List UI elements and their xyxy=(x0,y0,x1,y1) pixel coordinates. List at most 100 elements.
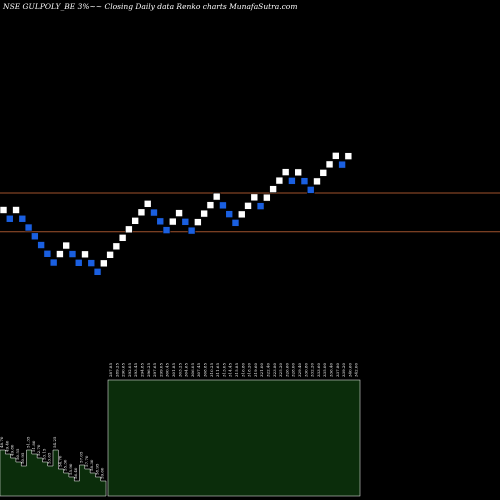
volume-label-right: 296.25 xyxy=(146,363,151,377)
volume-label-left: 48.70 xyxy=(0,436,4,448)
renko-brick-up xyxy=(143,200,152,208)
volume-label-right: 318.20 xyxy=(247,363,252,377)
volume-label-left: 51.35 xyxy=(26,436,31,448)
volume-label-left: 51.80 xyxy=(31,440,36,452)
renko-brick-up xyxy=(344,152,353,160)
volume-label-left: 49.40 xyxy=(4,440,9,452)
volume-label-right: 293.45 xyxy=(133,363,138,377)
renko-brick-down xyxy=(49,258,58,267)
volume-label-left: 53.65 xyxy=(47,452,52,464)
volume-label-left: 57.70 xyxy=(84,455,89,467)
renko-brick-down xyxy=(87,259,96,267)
renko-brick-down xyxy=(187,226,196,235)
volume-label-right: 307.45 xyxy=(196,363,201,377)
renko-brick-up xyxy=(100,259,108,268)
renko-brick-down xyxy=(219,201,227,210)
volume-label-left: 58.95 xyxy=(94,463,99,475)
volume-label-left: 49.80 xyxy=(10,444,15,456)
renko-brick-up xyxy=(118,234,127,242)
renko-brick-up xyxy=(81,250,89,259)
renko-brick-up xyxy=(0,206,8,214)
volume-label-right: 325.20 xyxy=(278,363,283,377)
volume-label-left: 52.70 xyxy=(36,444,41,456)
renko-brick-up xyxy=(250,193,259,202)
renko-brick-down xyxy=(306,186,315,194)
volume-label-right: 332.20 xyxy=(310,363,315,377)
volume-label-left: 58.30 xyxy=(89,459,94,471)
renko-brick-up xyxy=(206,201,215,209)
volume-label-right: 289.25 xyxy=(114,363,119,377)
volume-label-right: 315.85 xyxy=(234,363,239,377)
renko-brick-down xyxy=(162,226,171,234)
volume-label-right: 299.05 xyxy=(158,363,163,377)
renko-brick-down xyxy=(256,202,265,210)
volume-label-right: 342.00 xyxy=(354,363,359,377)
volume-label-left: 54.70 xyxy=(57,455,62,467)
renko-brick-up xyxy=(12,206,20,214)
renko-brick-down xyxy=(150,208,158,217)
renko-brick-up xyxy=(168,217,177,226)
volume-label-right: 335.00 xyxy=(322,363,327,377)
volume-label-right: 340.60 xyxy=(347,363,352,377)
renko-brick-up xyxy=(325,160,334,169)
renko-brick-down xyxy=(231,219,240,227)
volume-label-right: 304.65 xyxy=(184,363,189,377)
renko-bricks xyxy=(0,152,353,276)
volume-label-right: 311.65 xyxy=(215,363,220,377)
volume-label-right: 313.05 xyxy=(221,363,226,377)
reference-lines xyxy=(0,192,500,233)
volume-area-right xyxy=(107,379,361,497)
volume-label-right: 301.85 xyxy=(171,363,176,377)
volume-label-left: 57.05 xyxy=(79,451,84,463)
renko-brick-down xyxy=(156,217,165,226)
renko-brick-down xyxy=(93,268,102,276)
volume-label-right: 336.40 xyxy=(329,363,334,377)
renko-brick-up xyxy=(131,217,139,225)
renko-brick-up xyxy=(244,202,252,210)
renko-brick-down xyxy=(225,210,234,218)
volume-label-right: 323.80 xyxy=(272,363,277,377)
renko-brick-up xyxy=(125,225,133,234)
volume-label-right: 322.40 xyxy=(266,363,271,377)
renko-brick-down xyxy=(68,250,77,258)
renko-brick-up xyxy=(212,192,221,201)
renko-brick-up xyxy=(269,185,277,193)
renko-brick-down xyxy=(74,259,83,267)
volume-label-left: 55.90 xyxy=(68,463,73,475)
renko-brick-up xyxy=(332,152,340,160)
renko-brick-up xyxy=(275,176,284,185)
chart-title: NSE GULPOLY_BE 3%~~ Closing Daily data R… xyxy=(2,2,297,11)
renko-brick-up xyxy=(175,209,183,217)
volume-label-right: 292.05 xyxy=(127,363,132,377)
renko-brick-up xyxy=(112,242,121,251)
renko-brick-down xyxy=(181,218,190,226)
volume-label-right: 316.80 xyxy=(240,363,245,377)
renko-brick-up xyxy=(263,193,271,202)
volume-label-right: 333.60 xyxy=(316,363,321,377)
volume-label-right: 300.45 xyxy=(165,363,170,377)
volume-label-left: 54.25 xyxy=(52,436,57,448)
renko-brick-down xyxy=(5,214,14,223)
renko-brick-up xyxy=(106,251,114,259)
volume-label-left: 50.95 xyxy=(20,452,25,464)
volume-label-right: 310.25 xyxy=(209,363,214,377)
volume-label-right: 294.85 xyxy=(140,363,145,377)
volume-label-right: 303.25 xyxy=(177,363,182,377)
renko-brick-down xyxy=(18,214,27,223)
volume-label-right: 297.65 xyxy=(152,363,157,377)
renko-brick-up xyxy=(313,177,321,186)
volume-label-right: 290.65 xyxy=(121,363,126,377)
volume-label-right: 314.45 xyxy=(228,363,233,377)
renko-brick-up xyxy=(62,241,71,250)
volume-label-right: 306.05 xyxy=(190,363,195,377)
volume-label-right: 326.60 xyxy=(284,363,289,377)
volume-label-right: 308.85 xyxy=(203,363,208,377)
volume-area-left xyxy=(0,449,107,497)
renko-brick-up xyxy=(281,168,290,176)
volume-label-right: 339.20 xyxy=(341,363,346,377)
renko-brick-down xyxy=(338,160,346,169)
renko-brick-down xyxy=(288,177,296,185)
renko-brick-down xyxy=(24,223,33,232)
